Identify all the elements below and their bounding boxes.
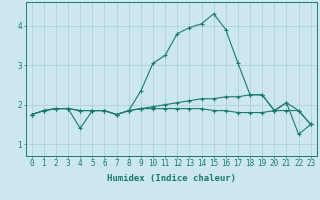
X-axis label: Humidex (Indice chaleur): Humidex (Indice chaleur) [107,174,236,183]
